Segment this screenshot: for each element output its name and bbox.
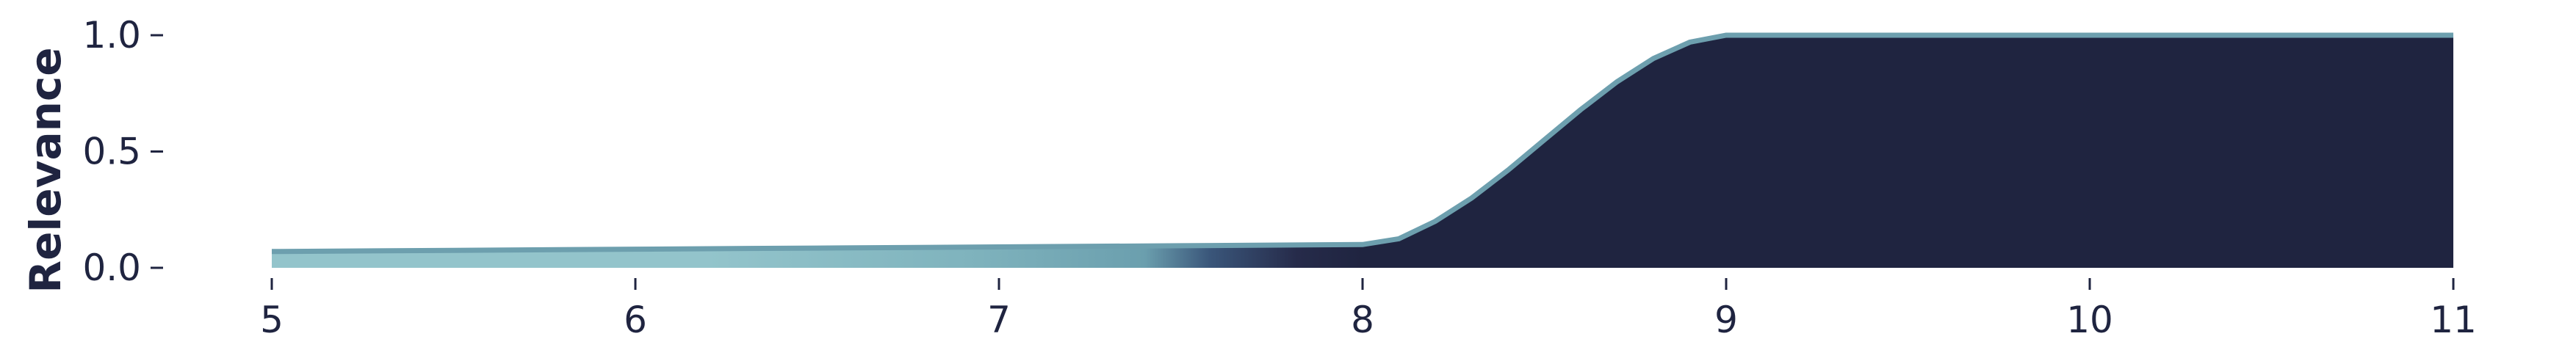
x-tick-label: 11	[2430, 299, 2477, 341]
x-tick-label: 9	[1714, 299, 1738, 341]
y-tick-label: 0.5	[82, 131, 141, 173]
y-axis-label: Relevance	[21, 47, 71, 293]
relevance-line	[271, 32, 2453, 255]
y-axis: 0.0 0.5 1.0	[82, 14, 163, 289]
x-tick-label: 5	[260, 299, 284, 341]
y-tick-label: 0.0	[82, 247, 141, 289]
relevance-area	[272, 35, 2453, 268]
y-tick-label: 1.0	[82, 14, 141, 56]
x-tick-label: 6	[624, 299, 647, 341]
x-tick-label: 8	[1351, 299, 1374, 341]
x-axis: 5 6 7 8 9 10 11	[260, 278, 2477, 341]
x-tick-label: 7	[987, 299, 1011, 341]
x-tick-label: 10	[2066, 299, 2113, 341]
